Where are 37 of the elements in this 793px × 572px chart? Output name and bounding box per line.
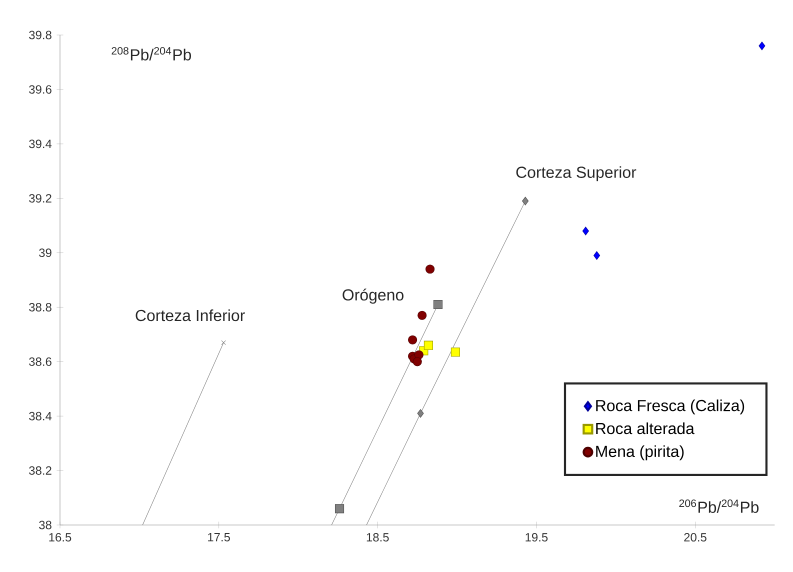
point — [582, 226, 589, 236]
point — [412, 357, 422, 366]
point — [417, 409, 424, 418]
point — [408, 335, 418, 344]
x-tick-label: 19.5 — [526, 533, 548, 542]
y-tick-label: 39 — [39, 248, 52, 258]
y-tick-label: 38.4 — [29, 412, 52, 420]
x-axis-title: $^{206}$Pb/$^{204}$Pb — [679, 500, 759, 513]
point — [334, 504, 344, 514]
y-axis-title: $^{208}$Pb/$^{204}$Pb — [112, 47, 191, 60]
x-tick-label: 18.5 — [366, 533, 389, 542]
point — [426, 264, 435, 274]
y-tick-label: 39.4 — [29, 140, 52, 148]
y-tick-label: 38.8 — [29, 302, 52, 312]
point — [221, 340, 226, 345]
y-tick-label: 38 — [39, 520, 52, 530]
point — [522, 196, 529, 206]
legend-label: Mena (pirita) — [596, 445, 684, 460]
annotation: Orógeno — [342, 288, 404, 304]
annotation: Corteza Inferior — [136, 309, 245, 322]
y-tick-label: 38.2 — [29, 466, 52, 475]
y-tick-label: 38.6 — [29, 357, 52, 366]
point — [758, 42, 766, 50]
point — [433, 300, 443, 310]
y-tick-label: 39.8 — [29, 30, 52, 40]
annotation: Corteza Superior — [516, 166, 636, 182]
legend-label: Roca alterada — [596, 422, 694, 434]
y-tick-label: 39.2 — [29, 194, 52, 203]
y-tick-label: 39.6 — [29, 85, 52, 94]
point — [594, 251, 600, 260]
point — [424, 340, 433, 350]
x-tick-label: 16.5 — [49, 533, 72, 542]
point — [450, 348, 460, 357]
x-tick-label: 17.5 — [208, 533, 230, 542]
x-tick-label: 20.5 — [684, 533, 706, 542]
point — [418, 310, 427, 320]
legend-label: Roca Fresca (Caliza) — [596, 399, 744, 414]
